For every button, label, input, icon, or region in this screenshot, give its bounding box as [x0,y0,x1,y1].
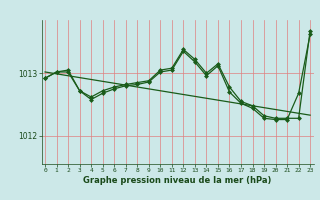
X-axis label: Graphe pression niveau de la mer (hPa): Graphe pression niveau de la mer (hPa) [84,176,272,185]
